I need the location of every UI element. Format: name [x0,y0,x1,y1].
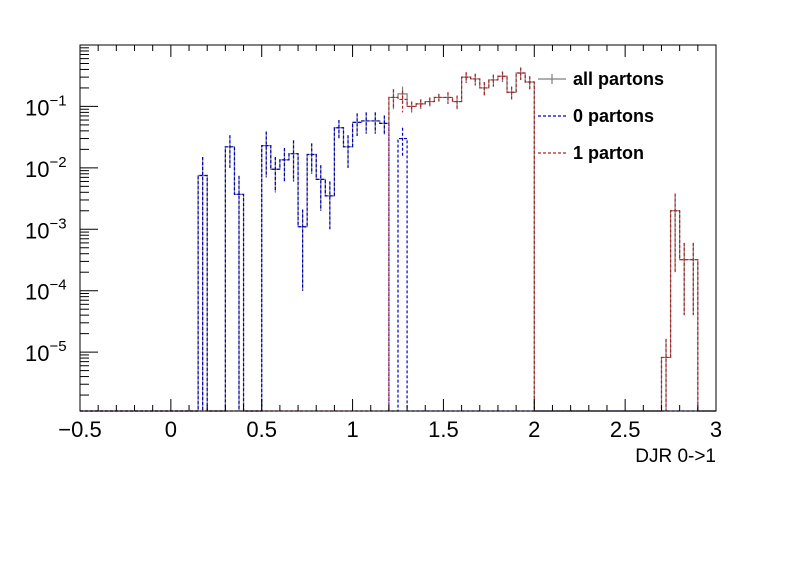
x-tick-label-3: 1 [346,417,358,442]
y-tick-label-4: 10−5 [25,338,67,366]
legend-label-1: 0 partons [573,106,654,126]
x-tick-label-0: −0.5 [58,417,101,442]
legend: all partons 0 partons 1 parton [538,69,664,163]
y-tick-label-0: 10−1 [25,92,67,120]
y-tick-label-1: 10−2 [25,154,67,182]
plot-frame [79,44,717,412]
x-axis-title: DJR 0->1 [635,446,716,467]
y-tick-label-3: 10−4 [25,277,67,305]
legend-label-0: all partons [573,69,664,89]
x-tick-label-5: 2 [528,417,540,442]
x-tick-label-6: 2.5 [610,417,641,442]
x-tick-label-7: 3 [710,417,722,442]
x-axis-tick-labels: −0.5 0 0.5 1 1.5 2 2.5 3 [58,417,722,442]
y-axis-ticks [80,44,98,396]
x-axis-ticks [79,45,717,411]
y-axis-tick-labels: 10−1 10−2 10−3 10−4 10−5 [25,92,67,366]
legend-label-2: 1 parton [573,143,644,163]
y-tick-label-2: 10−3 [25,215,67,243]
x-tick-label-2: 0.5 [246,417,277,442]
x-tick-label-1: 0 [165,417,177,442]
x-tick-label-4: 1.5 [428,417,459,442]
